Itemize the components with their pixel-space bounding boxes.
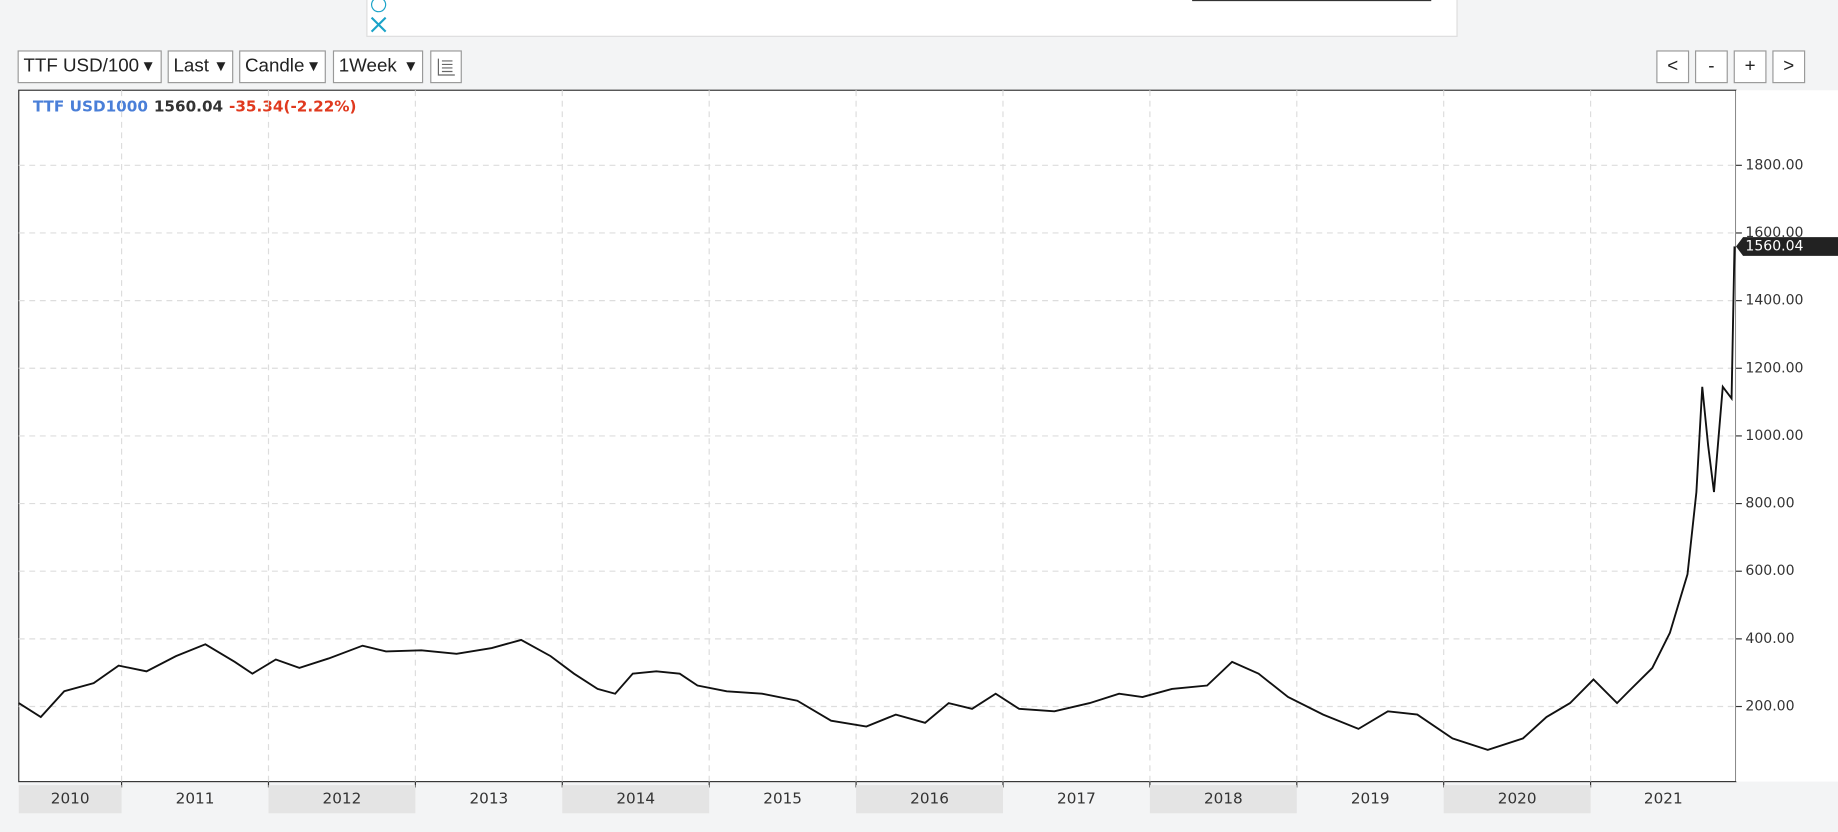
symbol-select-label: TTF USD/100 [23,55,139,76]
nav-button-label: + [1745,55,1756,76]
chart-type-select-label: Candle [245,55,304,76]
y-tick-label: 400.00 [1745,631,1794,647]
x-band [562,785,710,814]
ad-close-icon[interactable] [370,16,387,33]
nav-button-label: < [1667,55,1678,76]
y-tick-label: 600.00 [1745,563,1794,579]
x-tick-label: 2020 [1498,790,1537,808]
toolbar: TTF USD/100 ▼ Last ▼ Candle ▼ 1Week ▼ < … [17,50,1806,84]
price-change: -35.34(-2.22%) [229,97,357,115]
x-tick-label: 2016 [910,790,949,808]
x-tick-label: 2012 [323,790,362,808]
nav-button-label: - [1708,55,1714,76]
y-tick-label: 1200.00 [1745,360,1803,376]
nav-button-label: > [1783,55,1794,76]
price-tag-label: 1560.04 [1745,238,1803,254]
price-line [18,246,1736,751]
interval-select[interactable] [332,50,424,84]
x-tick-label: 2017 [1057,790,1096,808]
dropdown-arrow: ▼ [141,58,156,75]
y-tick-label: 1600.00 [1745,225,1803,241]
symbol-select[interactable] [17,50,162,84]
x-tick-label: 2014 [616,790,655,808]
nav-button[interactable] [1694,50,1728,84]
y-tick-label: 1800.00 [1745,157,1803,173]
nav-button[interactable] [1733,50,1767,84]
chart-type-select[interactable] [239,50,326,84]
x-tick-label: 2010 [51,790,90,808]
x-tick-label: 2011 [176,790,215,808]
ad-info-icon[interactable] [371,0,387,13]
dropdown-arrow: ▼ [213,58,228,75]
dropdown-arrow: ▼ [403,58,418,75]
nav-button[interactable] [1656,50,1690,84]
ad-banner [366,0,1458,37]
x-tick-label: 2021 [1644,790,1683,808]
x-band [268,785,416,814]
dropdown-arrow: ▼ [306,58,321,75]
x-tick-label: 2013 [469,790,508,808]
x-band [18,785,122,814]
y-axis-area [1736,90,1838,782]
x-tick-label: 2015 [763,790,802,808]
y-tick-label: 200.00 [1745,699,1794,715]
chart-header: TTF USD1000 1560.04 -35.34(-2.22%) [33,97,357,115]
price-select[interactable] [167,50,234,84]
last-price: 1560.04 [154,97,223,115]
y-tick-label: 1400.00 [1745,293,1803,309]
interval-select-label: 1Week [339,55,398,76]
nav-button[interactable] [1772,50,1806,84]
symbol: TTF USD1000 [33,97,148,115]
y-tick-label: 1000.00 [1745,428,1803,444]
indicator-icon [437,58,455,76]
price-select-label: Last [173,55,209,76]
price-tag [1736,237,1838,256]
x-band [1443,785,1591,814]
x-tick-label: 2019 [1351,790,1390,808]
x-band [1149,785,1297,814]
y-tick-label: 800.00 [1745,496,1794,512]
x-tick-label: 2018 [1204,790,1243,808]
x-band [856,785,1003,814]
indicator-button[interactable] [430,50,462,84]
